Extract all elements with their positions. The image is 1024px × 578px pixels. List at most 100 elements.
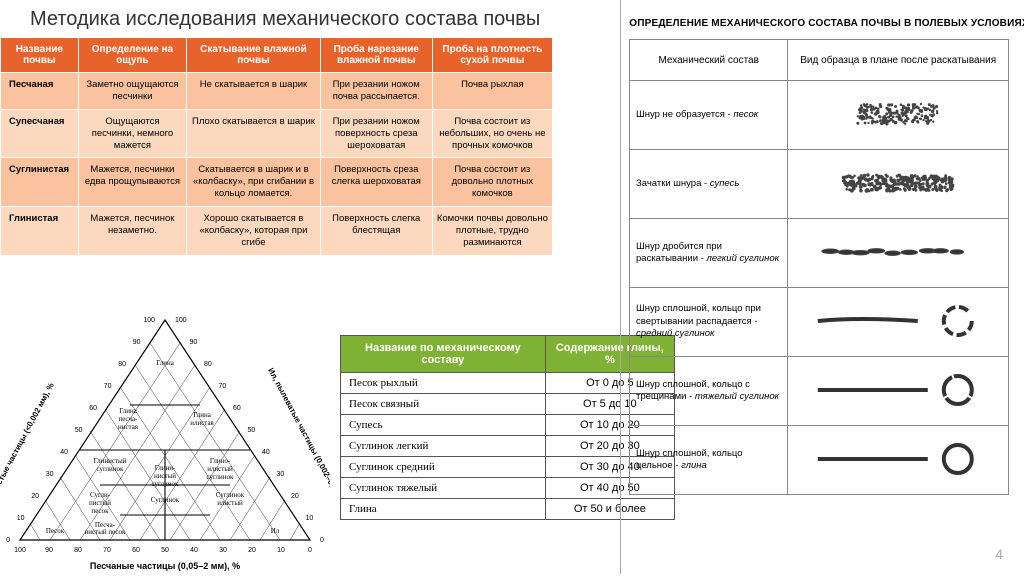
table-row: Шнур сплошной, кольцо при свертывании ра… [630,288,1009,357]
svg-text:50: 50 [248,427,256,434]
table-cell: Мажется, песчинки едва прощупываются [78,158,186,207]
svg-text:80: 80 [118,361,126,368]
sample-image [788,426,1009,495]
svg-text:20: 20 [248,547,256,554]
svg-text:70: 70 [103,547,111,554]
table-row: СуглинистаяМажется, песчинки едва прощуп… [1,158,553,207]
table-cell: Плохо скатывается в шарик [187,109,321,158]
svg-text:Глина: Глина [156,359,175,367]
axis-left: глинистые частицы (<0,002 мм), % [0,381,56,506]
table-cell: Заметно ощущаются песчинки [78,73,186,110]
table-cell: Комочки почвы довольно плотные, трудно р… [432,207,552,256]
sample-description: Шнур дробится при раскатывании - легкий … [630,219,788,288]
table-row: ГлинистаяМажется, песчинок незаметно.Хор… [1,207,553,256]
col-header: Скатывание влажной почвы [187,38,321,73]
table-cell: Ощущаются песчинки, немного мажется [78,109,186,158]
svg-text:0: 0 [308,547,312,554]
svg-text:0: 0 [6,537,10,544]
table-row: Шнур сплошной, кольцо цельное - глина [630,426,1009,495]
main-title: Методика исследования механического сост… [0,0,555,37]
svg-text:0: 0 [320,537,324,544]
table-cell: При резании ножом поверхность среза шеро… [320,109,432,158]
table-cell: Поверхность среза слегка шероховатая [320,158,432,207]
sample-image [788,219,1009,288]
field-table: Механический состав Вид образца в плане … [629,39,1009,495]
table-cell: Супесь [341,415,546,436]
svg-text:Ил: Ил [271,527,280,535]
sample-image [788,150,1009,219]
svg-text:50: 50 [75,427,83,434]
table-row: Шнур не образуется - песок [630,81,1009,150]
svg-text:70: 70 [219,383,227,390]
svg-text:40: 40 [60,449,68,456]
sample-image [788,357,1009,426]
svg-text:70: 70 [104,383,112,390]
svg-text:50: 50 [161,547,169,554]
table-row: СупесчанаяОщущаются песчинки, немного ма… [1,109,553,158]
table-row: Шнур дробится при раскатывании - легкий … [630,219,1009,288]
table-cell: При резании ножом почва рассыпается. [320,73,432,110]
table-cell: Суглинок легкий [341,436,546,457]
main-table-section: Методика исследования механического сост… [0,0,555,256]
svg-text:30: 30 [277,471,285,478]
svg-text:Глинистыйсуглинок: Глинистыйсуглинок [94,457,127,473]
svg-text:Глинапесча-нистая: Глинапесча-нистая [118,407,139,431]
svg-text:Сугли-пистыйпесок: Сугли-пистыйпесок [89,491,111,515]
svg-text:10: 10 [17,515,25,522]
svg-text:Глино-илистыйсуглинок: Глино-илистыйсуглинок [207,457,235,481]
table-cell: Супесчаная [1,109,79,158]
sample-description: Шнур сплошной, кольцо при свертывании ра… [630,288,788,357]
svg-text:Песок: Песок [46,527,65,535]
table-cell: Мажется, песчинок незаметно. [78,207,186,256]
field-determination-section: ОПРЕДЕЛЕНИЕ МЕХАНИЧЕСКОГО СОСТАВА ПОЧВЫ … [620,0,1024,574]
table-row: Шнур сплошной, кольцо с трещинами - тяже… [630,357,1009,426]
svg-text:10: 10 [277,547,285,554]
table-cell: Поверхность слегка блестящая [320,207,432,256]
table-cell: Почва состоит из небольших, но очень не … [432,109,552,158]
svg-text:60: 60 [132,547,140,554]
svg-text:Глини-нистыйсуглинок: Глини-нистыйсуглинок [152,464,180,488]
col-header: Определение на ощупь [78,38,186,73]
table-cell: Хорошо скатывается в «колбаску», которая… [187,207,321,256]
table-cell: Песчаная [1,73,79,110]
svg-text:30: 30 [219,547,227,554]
table-cell: Суглинок тяжелый [341,478,546,499]
table-row: ПесчанаяЗаметно ощущаются песчинкиНе ска… [1,73,553,110]
svg-text:Суглинокилистый: Суглинокилистый [216,491,245,507]
table-cell: Суглинистая [1,158,79,207]
svg-text:20: 20 [31,493,39,500]
svg-text:80: 80 [204,361,212,368]
sample-description: Зачатки шнура - супесь [630,150,788,219]
col-header: Проба на плотность сухой почвы [432,38,552,73]
table-cell: Почва рыхлая [432,73,552,110]
sample-image [788,81,1009,150]
slide-number: 4 [995,546,1003,562]
svg-text:60: 60 [233,405,241,412]
table-cell: Суглинок средний [341,457,546,478]
table-cell: Скатывается в шарик и в «колбаску», при … [187,158,321,207]
sample-description: Шнур сплошной, кольцо с трещинами - тяже… [630,357,788,426]
svg-text:Глинаилистая: Глинаилистая [190,411,214,427]
table-cell: Песок рыхлый [341,373,546,394]
svg-text:100: 100 [14,547,26,554]
svg-text:90: 90 [190,339,198,346]
table-cell: Песок связный [341,394,546,415]
sample-image [788,288,1009,357]
methodology-table: Название почвы Определение на ощупь Скат… [0,37,553,256]
table-cell: Почва состоит из довольно плотных комочк… [432,158,552,207]
svg-text:100: 100 [175,317,187,324]
col-header: Проба нарезание влажной почвы [320,38,432,73]
svg-text:Суглинок: Суглинок [151,496,180,504]
col-header: Название по механическому составу [341,336,546,373]
svg-text:60: 60 [89,405,97,412]
svg-text:80: 80 [74,547,82,554]
triangle-diagram: 1009080706050403020100 00101020203030404… [0,305,330,573]
axis-bottom: Песчаные частицы (0,05–2 мм), % [90,561,240,571]
svg-text:90: 90 [45,547,53,554]
col-header: Механический состав [630,40,788,81]
table-cell: Не скатывается в шарик [187,73,321,110]
svg-text:90: 90 [133,339,141,346]
svg-text:20: 20 [291,493,299,500]
sample-description: Шнур не образуется - песок [630,81,788,150]
svg-text:40: 40 [262,449,270,456]
